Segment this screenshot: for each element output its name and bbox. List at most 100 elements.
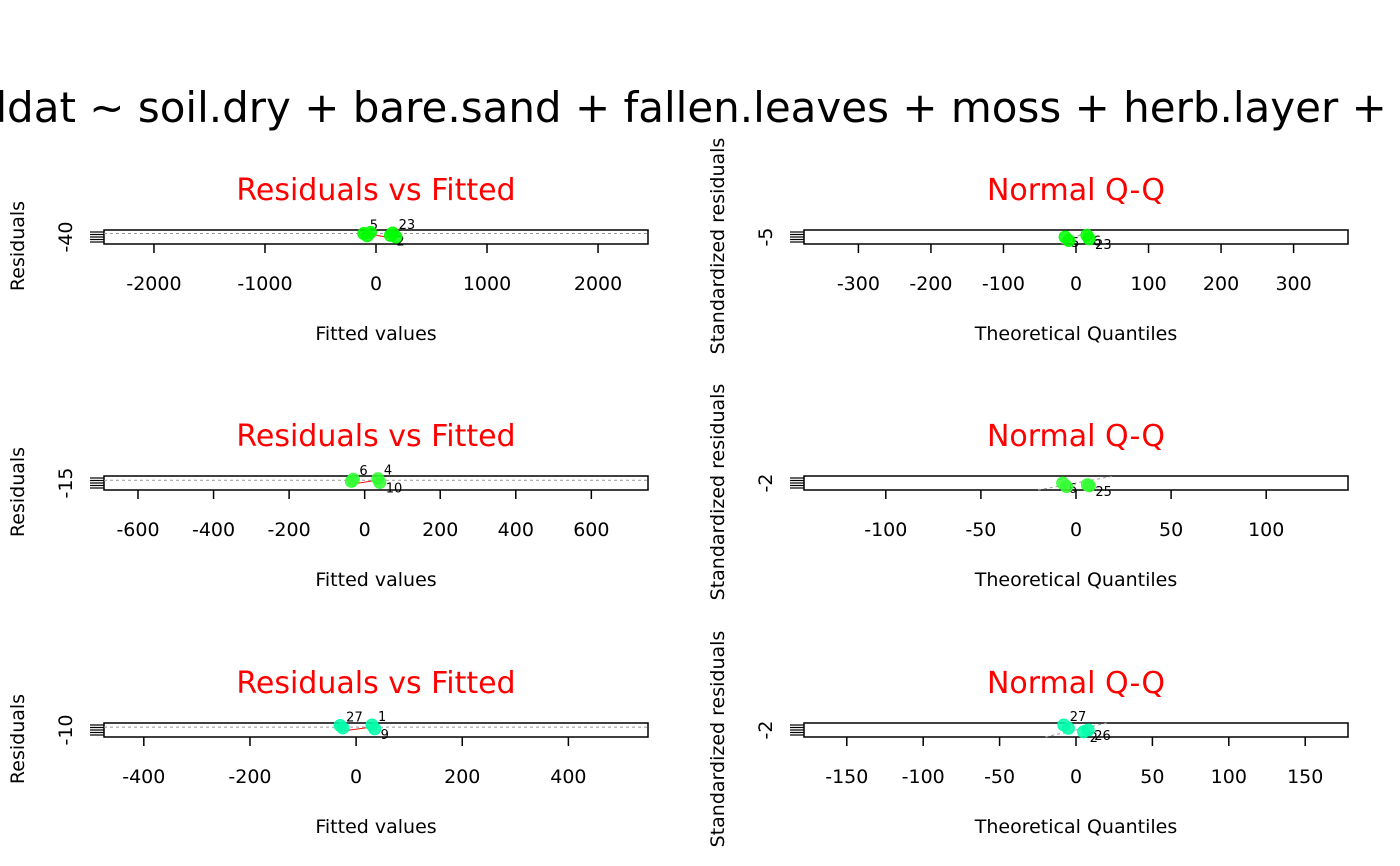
y-tick-label: -10	[55, 714, 77, 745]
x-tick-label: -300	[837, 273, 880, 295]
x-tick-label: 0	[1070, 519, 1082, 541]
panel-title: Normal Q-Q	[987, 173, 1165, 208]
point-label: 5	[1071, 236, 1079, 251]
x-tick-label: 150	[1287, 766, 1323, 788]
point-label: 10	[386, 481, 403, 496]
point-label: 2	[396, 234, 404, 249]
point-label: 4	[384, 464, 392, 479]
x-tick-label: 0	[370, 273, 382, 295]
point-label: 5	[370, 219, 378, 234]
x-tick-label: -200	[268, 519, 311, 541]
point-label: 23	[1095, 238, 1112, 253]
x-tick-label: -200	[228, 766, 271, 788]
data-point	[1082, 232, 1096, 246]
x-tick-label: 600	[573, 519, 609, 541]
x-tick-label: -100	[982, 273, 1025, 295]
x-tick-label: 300	[1275, 273, 1311, 295]
y-tick-label: -2	[755, 474, 777, 493]
x-tick-label: 50	[1140, 766, 1164, 788]
data-point	[1059, 480, 1073, 493]
x-tick-label: -600	[116, 519, 159, 541]
point-label: 6	[1069, 482, 1077, 497]
x-tick-label: -50	[965, 519, 996, 541]
panel-title: Normal Q-Q	[987, 419, 1165, 454]
x-tick-label: 0	[1070, 273, 1082, 295]
data-point	[1061, 721, 1075, 735]
x-axis-label: Fitted values	[315, 323, 436, 345]
y-tick-label: -2	[755, 721, 777, 740]
data-point	[368, 722, 382, 736]
y-axis-label: Standardized residuals	[707, 384, 729, 601]
x-axis-label: Fitted values	[315, 569, 436, 591]
point-label: 26	[1094, 729, 1111, 744]
x-tick-label: 2000	[574, 273, 622, 295]
x-tick-label: -400	[192, 519, 235, 541]
data-point	[389, 230, 403, 244]
x-tick-label: 100	[1248, 519, 1284, 541]
x-tick-label: 0	[350, 766, 362, 788]
y-axis-label: Residuals	[7, 694, 29, 784]
y-tick-label: -15	[55, 467, 77, 498]
x-tick-label: 50	[1159, 519, 1183, 541]
point-label: 1	[378, 710, 386, 725]
point-label: 27	[1070, 710, 1087, 725]
data-point	[346, 472, 360, 486]
x-tick-label: 0	[359, 519, 371, 541]
point-label: 9	[381, 728, 389, 743]
y-axis-label: Residuals	[7, 447, 29, 537]
x-tick-label: 400	[498, 519, 534, 541]
y-axis-label: Residuals	[7, 201, 29, 291]
x-tick-label: 400	[550, 766, 586, 788]
data-point	[1081, 723, 1095, 737]
x-tick-label: -100	[864, 519, 907, 541]
x-tick-label: -400	[122, 766, 165, 788]
data-point	[373, 475, 387, 489]
point-label: 2	[1090, 731, 1098, 746]
panel-4: Normal Q-Q -100 -50 0 50 100 -2 Theoretical Qua…	[707, 384, 1349, 601]
panel-title: Residuals vs Fitted	[236, 666, 515, 701]
panel-title: Residuals vs Fitted	[236, 173, 515, 208]
y-axis-label: Standardized residuals	[707, 631, 729, 848]
panel-title: Normal Q-Q	[987, 666, 1165, 701]
panel-6: Normal Q-Q -150 -100 -50 0 50 100 150 -2 Theoreti…	[707, 631, 1349, 848]
point-label: 23	[399, 218, 416, 233]
data-point	[336, 721, 350, 735]
panel-title: Residuals vs Fitted	[236, 419, 515, 454]
point-label: 6	[1093, 234, 1101, 249]
qq-reference-line	[1045, 722, 1107, 738]
x-tick-label: -50	[984, 766, 1015, 788]
x-tick-label: -100	[902, 766, 945, 788]
x-tick-label: -2000	[126, 273, 181, 295]
qq-reference-line	[1037, 475, 1115, 491]
x-tick-label: 200	[1203, 273, 1239, 295]
point-label: 27	[346, 710, 363, 725]
x-tick-label: 100	[1130, 273, 1166, 295]
point-label: 6	[359, 464, 367, 479]
x-tick-label: -150	[825, 766, 868, 788]
data-point	[1062, 234, 1076, 247]
y-axis-label: Standardized residuals	[707, 138, 729, 355]
x-axis-label: Theoretical Quantiles	[974, 569, 1177, 591]
panel-1: Residuals vs Fitted -2000 -1000 0 1000 2000 -4…	[7, 173, 649, 345]
x-axis-label: Theoretical Quantiles	[974, 816, 1177, 838]
y-tick-label: -40	[55, 221, 77, 252]
x-tick-label: 200	[422, 519, 458, 541]
x-tick-label: 200	[444, 766, 480, 788]
x-tick-label: 1000	[463, 273, 511, 295]
data-point	[363, 225, 377, 239]
x-tick-label: -200	[909, 273, 952, 295]
data-point	[1082, 479, 1096, 493]
x-tick-label: -1000	[237, 273, 292, 295]
x-axis-label: Fitted values	[315, 816, 436, 838]
main-title: mylm(spiddat ~ soil.dry + bare.sand + fa…	[0, 83, 1400, 132]
panel-3: Residuals vs Fitted -600 -400 -200 0 200 400 60…	[7, 419, 649, 591]
x-tick-label: 100	[1211, 766, 1247, 788]
panels-container: Residuals vs Fitted-2000 -1000 0 1000 2000-4…	[7, 138, 1349, 848]
panel-2: Normal Q-Q -300 -200 -100 0 100 200 300 -5 Theore…	[707, 138, 1349, 355]
y-tick-label: -5	[755, 228, 777, 247]
x-tick-label: 0	[1070, 766, 1082, 788]
x-axis-label: Theoretical Quantiles	[974, 323, 1177, 345]
panel-5: Residuals vs Fitted -400 -200 0 200 400 -10 Fit…	[7, 666, 649, 838]
point-label: 25	[1095, 485, 1112, 500]
